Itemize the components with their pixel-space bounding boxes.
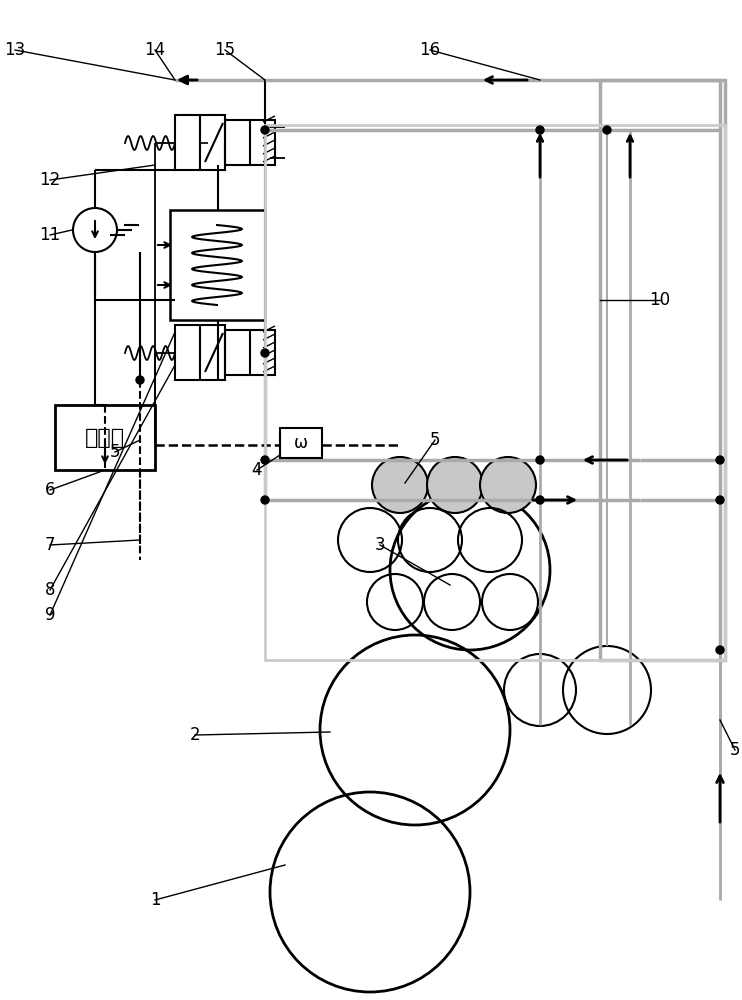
Text: 6: 6 [45, 481, 55, 499]
Text: 5: 5 [110, 443, 120, 461]
Text: 5: 5 [729, 741, 741, 759]
Text: 9: 9 [45, 606, 55, 624]
Text: 5: 5 [430, 431, 440, 449]
Circle shape [536, 126, 544, 134]
Text: 2: 2 [190, 726, 200, 744]
Bar [280, 428, 322, 458]
Text: 16: 16 [419, 41, 441, 59]
Text: 7: 7 [45, 536, 55, 554]
Circle shape [372, 457, 428, 513]
Circle shape [716, 456, 724, 464]
Circle shape [136, 376, 144, 384]
Circle shape [603, 126, 611, 134]
Text: 8: 8 [45, 581, 55, 599]
Text: 13: 13 [4, 41, 26, 59]
Circle shape [261, 349, 269, 357]
Bar [55, 405, 155, 470]
Circle shape [536, 456, 544, 464]
Text: 4: 4 [252, 461, 262, 479]
Bar [170, 210, 265, 320]
Circle shape [536, 496, 544, 504]
Text: 15: 15 [214, 41, 235, 59]
Bar [175, 115, 225, 170]
Circle shape [716, 496, 724, 504]
Text: 控制器: 控制器 [85, 428, 125, 448]
Circle shape [427, 457, 483, 513]
Text: 1: 1 [150, 891, 160, 909]
Bar [600, 80, 725, 660]
Text: 14: 14 [145, 41, 165, 59]
Circle shape [480, 457, 536, 513]
Text: 12: 12 [39, 171, 61, 189]
Bar [265, 125, 725, 660]
Text: 11: 11 [39, 226, 61, 244]
Circle shape [716, 646, 724, 654]
Text: 10: 10 [649, 291, 671, 309]
Circle shape [261, 126, 269, 134]
Text: ω: ω [294, 434, 308, 452]
Circle shape [261, 456, 269, 464]
Text: 3: 3 [375, 536, 385, 554]
Circle shape [261, 496, 269, 504]
Bar [175, 325, 225, 380]
Bar [225, 330, 275, 375]
Bar [225, 120, 275, 165]
